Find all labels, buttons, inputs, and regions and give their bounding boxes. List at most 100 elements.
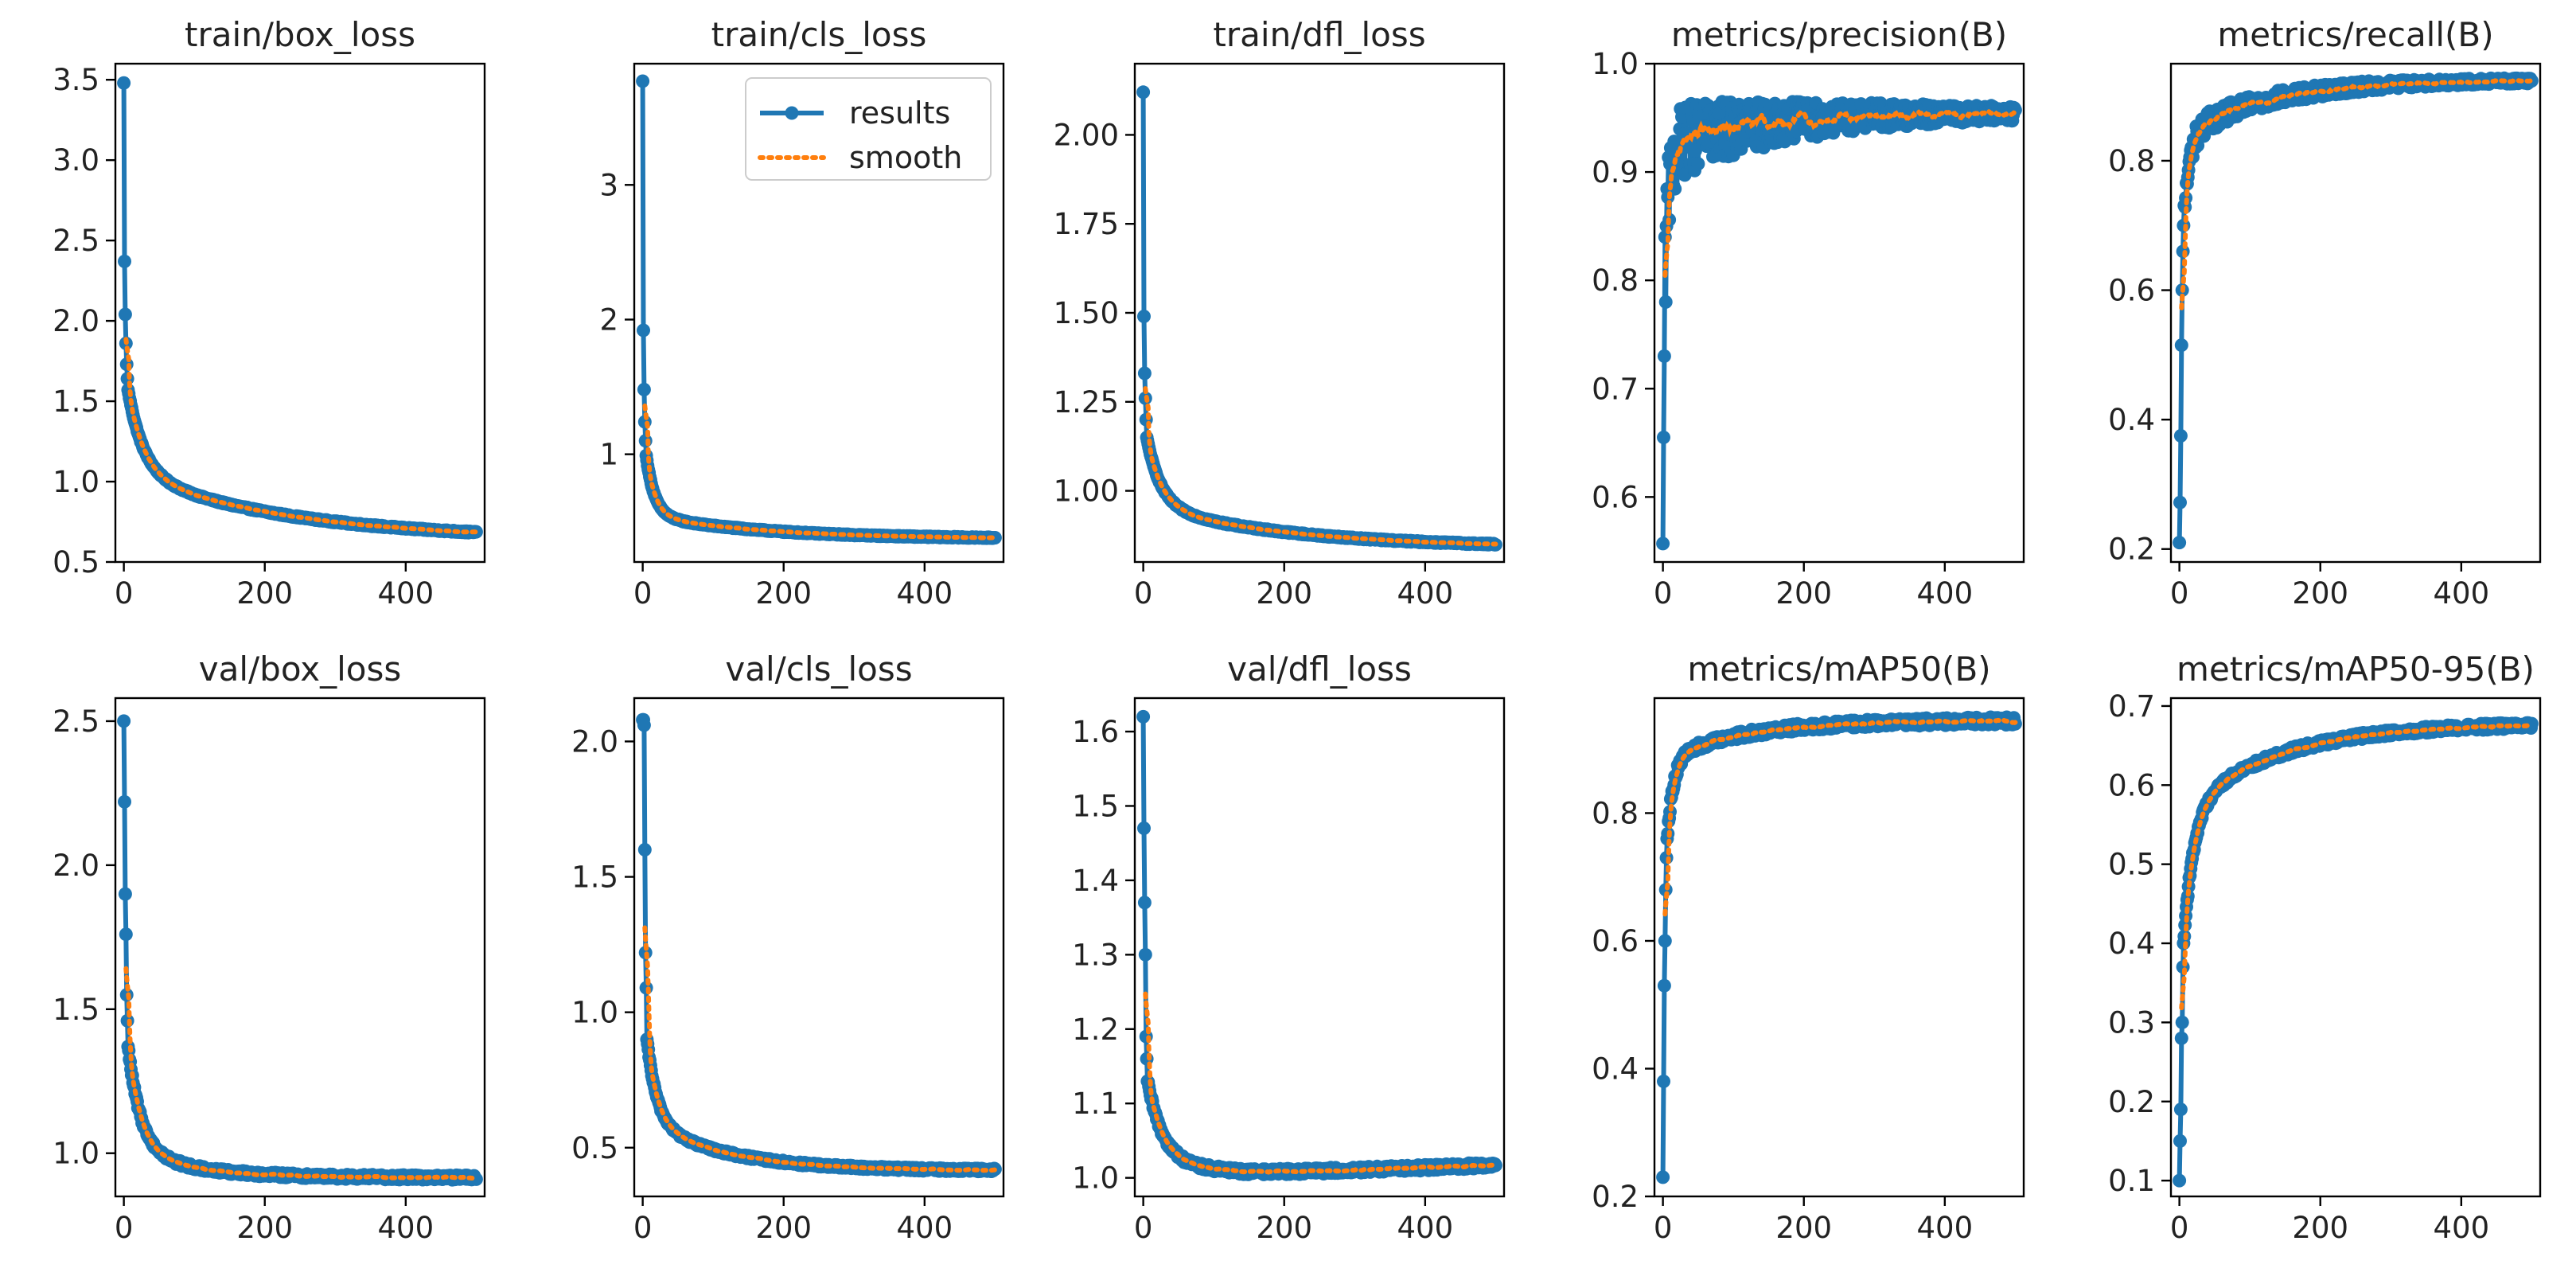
data-point [2173, 1102, 2188, 1117]
data-point [2175, 1015, 2189, 1029]
results-line [2177, 76, 2534, 543]
subplot-title: val/dfl_loss [1227, 650, 1412, 689]
data-point [119, 927, 133, 942]
x-tick-label: 200 [1775, 576, 1832, 611]
y-tick-label: 1.0 [1592, 47, 1639, 81]
x-tick-label: 400 [1397, 1211, 1454, 1245]
axes-frame [1133, 697, 1506, 1198]
y-tick-label: 2.0 [571, 724, 618, 759]
data-point [1137, 366, 1152, 380]
subplot-title: metrics/mAP50(B) [1687, 650, 1990, 689]
data-point [2173, 495, 2187, 509]
y-tick-label: 1.00 [1054, 474, 1119, 509]
subplot-9: metrics/mAP50-95(B)0 200 4000.10.20.30.40.… [2108, 650, 2542, 1245]
y-tick-label: 1.3 [1072, 938, 1119, 972]
x-tick-label: 200 [1256, 576, 1312, 611]
data-point [118, 887, 132, 901]
data-point [1137, 896, 1152, 910]
y-tick-label: 1.2 [1072, 1013, 1119, 1047]
data-point [1136, 85, 1151, 100]
x-tick-label: 0 [115, 576, 134, 611]
data-point [1688, 143, 1702, 158]
y-tick-label: 1.5 [53, 993, 99, 1027]
x-tick-label: 200 [755, 1211, 812, 1245]
x-tick-label: 400 [2434, 576, 2490, 611]
y-tick-label: 1.5 [53, 384, 99, 419]
results-line [1660, 99, 2018, 544]
x-tick-label: 0 [1654, 576, 1673, 611]
data-point [988, 531, 1002, 544]
data-point [117, 714, 131, 728]
y-tick-label: 1.0 [571, 996, 618, 1030]
data-point [2173, 1173, 2187, 1188]
x-tick-label: 0 [633, 576, 653, 611]
y-tick-label: 1.6 [1072, 715, 1119, 749]
data-point [1136, 709, 1151, 724]
smooth-line [642, 925, 998, 1173]
plot-area [2173, 71, 2539, 550]
data-point [1657, 1075, 1670, 1088]
x-tick-label: 0 [2170, 576, 2189, 611]
y-tick-label: 0.5 [571, 1131, 618, 1165]
data-point [1656, 1170, 1670, 1184]
axes-frame [633, 697, 1005, 1198]
y-tick-label: 1 [599, 438, 618, 472]
x-tick-label: 0 [633, 1211, 653, 1245]
data-point [118, 254, 131, 268]
y-tick-label: 1.75 [1054, 207, 1119, 241]
x-tick-label: 400 [1397, 576, 1454, 611]
plot-area [117, 76, 483, 540]
x-tick-label: 200 [2292, 576, 2348, 611]
data-point [2173, 536, 2187, 550]
axes-frame [1133, 62, 1506, 564]
y-tick-label: 2.0 [53, 304, 99, 338]
y-tick-label: 1.25 [1054, 385, 1119, 420]
data-point [637, 323, 650, 338]
results-line [1660, 715, 2018, 1177]
subplot-3: metrics/precision(B)0 200 4000.60.70.80.91… [1592, 15, 2025, 611]
y-tick-label: 1.1 [1072, 1087, 1119, 1121]
plot-area [117, 714, 483, 1187]
x-tick-label: 400 [1917, 576, 1974, 611]
plot-area [2173, 716, 2539, 1188]
y-tick-label: 0.8 [1592, 796, 1639, 830]
results-line [1140, 716, 1498, 1177]
axes-frame [633, 62, 1005, 564]
y-tick-label: 0.2 [2108, 533, 2155, 567]
x-tick-label: 0 [1134, 1211, 1153, 1245]
data-point [1658, 295, 1673, 309]
x-tick-label: 200 [755, 576, 812, 611]
data-point [1137, 310, 1151, 323]
axes-frame [2169, 62, 2542, 564]
data-point [1658, 934, 1672, 948]
y-tick-label: 1.4 [1072, 864, 1119, 898]
x-tick-label: 0 [1654, 1211, 1673, 1245]
plot-area [1656, 95, 2022, 551]
smooth-line [1662, 107, 2018, 278]
x-tick-label: 0 [115, 1211, 134, 1245]
subplot-title: metrics/mAP50-95(B) [2177, 650, 2535, 689]
subplot-title: train/cls_loss [711, 15, 927, 54]
subplot-title: val/cls_loss [725, 650, 912, 689]
y-tick-label: 0.4 [1592, 1052, 1639, 1086]
data-point [117, 76, 131, 90]
results-line [2177, 720, 2535, 1181]
data-point [2174, 1031, 2188, 1045]
data-point [1488, 1158, 1502, 1173]
y-tick-label: 3.0 [53, 143, 99, 178]
data-point [1138, 947, 1152, 962]
y-tick-label: 1.0 [53, 465, 99, 499]
y-tick-label: 0.6 [1592, 480, 1639, 514]
plot-area [636, 712, 1002, 1179]
y-tick-label: 0.9 [1592, 155, 1639, 189]
data-point [1657, 431, 1670, 444]
results-line [121, 83, 478, 536]
data-point [1656, 537, 1670, 551]
data-point [1137, 821, 1151, 835]
